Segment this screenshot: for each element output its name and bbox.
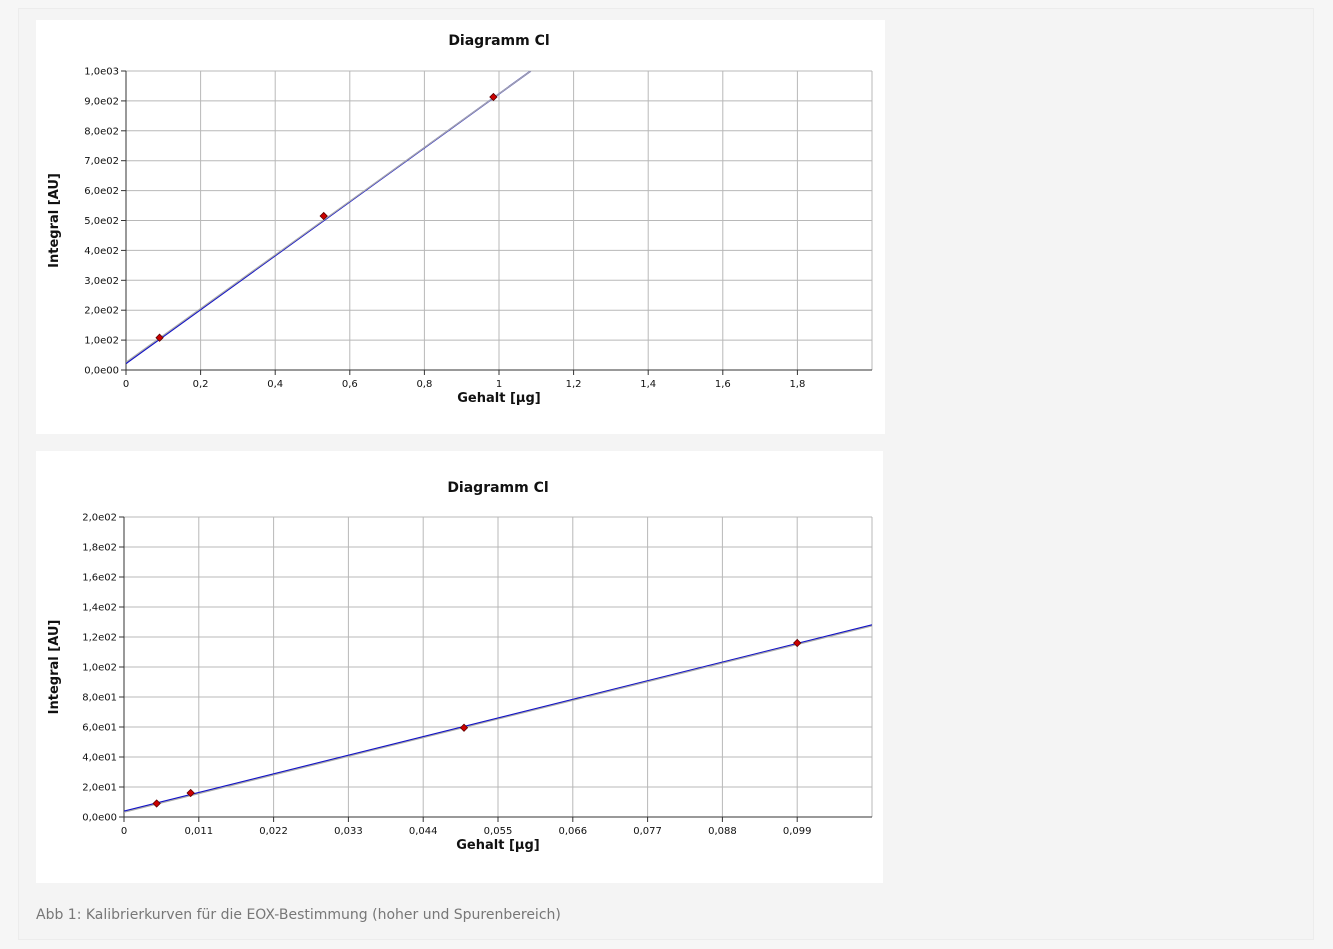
y-tick-label: 1,0e02 xyxy=(82,663,117,674)
x-tick-label: 0,077 xyxy=(633,826,662,837)
y-tick-label: 2,0e02 xyxy=(82,513,117,524)
y-axis-title: Integral [AU] xyxy=(47,620,62,715)
y-tick-label: 0,0e00 xyxy=(82,813,117,824)
x-tick-label: 1,8 xyxy=(789,379,805,390)
calibration-chart-trace-range: Diagramm Cl 0,0e00 2,0e01 4,0e01 6,0e01 8,0e0… xyxy=(36,451,883,883)
data-point xyxy=(152,799,161,808)
y-tick-label: 6,0e01 xyxy=(82,723,117,734)
x-tick-label: 0,022 xyxy=(259,826,288,837)
data-point xyxy=(319,211,328,221)
x-tick-label: 1,6 xyxy=(715,379,731,390)
x-tick-label: 1 xyxy=(496,379,502,390)
x-tick-label: 0 xyxy=(123,379,129,390)
x-tick-label: 1,4 xyxy=(640,379,656,390)
data-point xyxy=(186,788,195,798)
y-tick-label: 2,0e02 xyxy=(84,306,119,317)
x-axis-title: Gehalt [µg] xyxy=(456,838,539,853)
data-point xyxy=(793,638,802,648)
grid-lines xyxy=(124,516,873,818)
chart-title: Diagramm Cl xyxy=(447,480,548,496)
calibration-line xyxy=(124,624,872,813)
y-tick-label: 3,0e02 xyxy=(84,276,119,287)
chart-title: Diagramm Cl xyxy=(448,33,549,49)
y-tick-label: 0,0e00 xyxy=(84,366,119,377)
y-tick-label: 7,0e02 xyxy=(84,156,119,167)
y-tick-label: 5,0e02 xyxy=(84,216,119,227)
data-point xyxy=(489,92,498,102)
x-tick-label: 0,033 xyxy=(334,826,363,837)
x-tick-label: 0,066 xyxy=(558,826,587,837)
y-tick-label: 4,0e01 xyxy=(82,753,117,764)
data-point xyxy=(155,333,164,342)
y-tick-label: 2,0e01 xyxy=(82,783,117,794)
calibration-line xyxy=(126,71,532,363)
y-tick-label: 1,0e02 xyxy=(84,336,119,347)
y-tick-label: 8,0e02 xyxy=(84,126,119,137)
y-tick-label: 1,4e02 xyxy=(82,603,117,614)
chart-svg: Diagramm Cl 0,0e00 1,0e02 2,0e02 3,0e02 4,0e0… xyxy=(47,33,873,406)
grid-lines xyxy=(126,70,873,371)
data-point xyxy=(459,723,469,732)
chart-svg: Diagramm Cl 0,0e00 2,0e01 4,0e01 6,0e01 8,0e0… xyxy=(47,480,873,853)
x-tick-label: 0 xyxy=(121,826,127,837)
x-tick-label: 0,8 xyxy=(416,379,432,390)
y-axis-title: Integral [AU] xyxy=(47,173,62,268)
y-tick-label: 8,0e01 xyxy=(82,693,117,704)
x-tick-label: 0,4 xyxy=(267,379,283,390)
x-tick-label: 0,2 xyxy=(193,379,209,390)
y-tick-label: 1,0e03 xyxy=(84,67,119,78)
calibration-chart-high-range: Diagramm Cl 0,0e00 1,0e02 2,0e02 3,0e02 4,0e0… xyxy=(36,20,885,434)
y-tick-label: 6,0e02 xyxy=(84,186,119,197)
x-tick-label: 1,2 xyxy=(566,379,582,390)
y-tick-label: 1,6e02 xyxy=(82,573,117,584)
figure-caption: Abb 1: Kalibrierkurven für die EOX-Besti… xyxy=(36,907,561,923)
y-tick-label: 4,0e02 xyxy=(84,246,119,257)
x-tick-label: 0,044 xyxy=(409,826,438,837)
calibration-line xyxy=(124,625,872,813)
x-tick-label: 0,011 xyxy=(184,826,213,837)
x-axis-title: Gehalt [µg] xyxy=(457,391,540,406)
y-tick-label: 9,0e02 xyxy=(84,96,119,107)
x-tick-label: 0,099 xyxy=(783,826,812,837)
y-tick-label: 1,8e02 xyxy=(82,543,117,554)
x-tick-label: 0,055 xyxy=(484,826,513,837)
y-tick-label: 1,2e02 xyxy=(82,633,117,644)
x-tick-label: 0,088 xyxy=(708,826,737,837)
x-tick-label: 0,6 xyxy=(342,379,358,390)
